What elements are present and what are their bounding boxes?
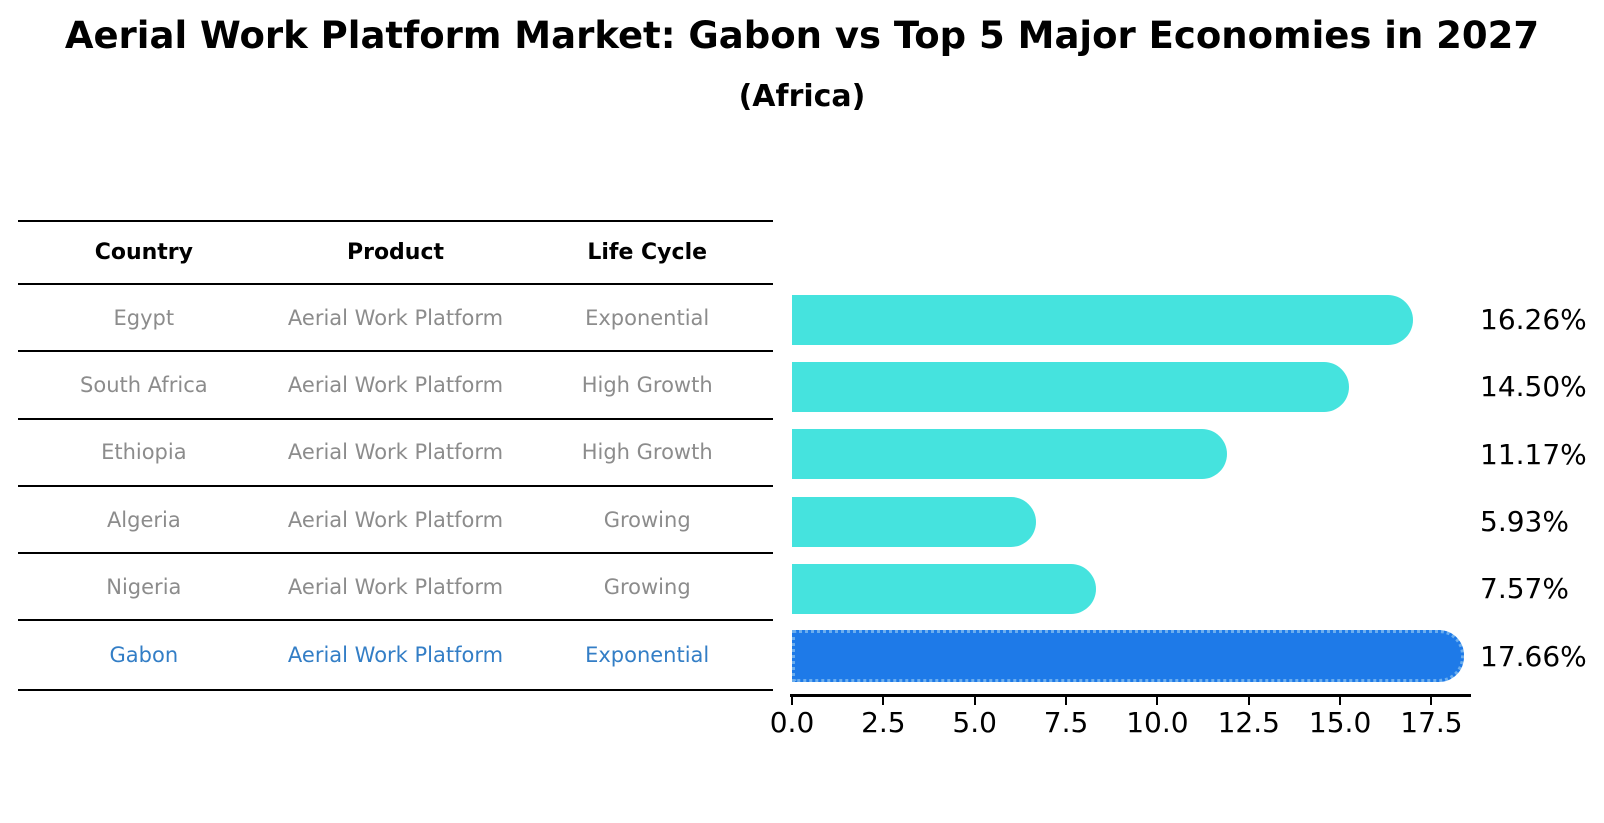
cell-life-cycle: High Growth bbox=[581, 372, 713, 397]
table-row-ethiopia: Ethiopia Aerial Work Platform High Growth bbox=[18, 420, 773, 487]
cell-product: Aerial Work Platform bbox=[287, 372, 504, 397]
bar-row bbox=[792, 488, 1468, 555]
x-tick-mark bbox=[973, 696, 976, 705]
x-tick-mark bbox=[1247, 696, 1250, 705]
cell-country: Gabon bbox=[109, 643, 179, 668]
cell-product: Aerial Work Platform bbox=[287, 574, 504, 599]
cell-product: Aerial Work Platform bbox=[287, 643, 504, 668]
bar-row bbox=[792, 286, 1468, 353]
cell-life-cycle: High Growth bbox=[581, 440, 713, 465]
bar-egypt bbox=[792, 294, 1414, 345]
table-row-south-africa: South Africa Aerial Work Platform High Gro… bbox=[18, 352, 773, 420]
bar-ethiopia bbox=[792, 429, 1228, 480]
cell-country: Ethiopia bbox=[101, 440, 187, 465]
table-row-nigeria: Nigeria Aerial Work Platform Growing bbox=[18, 554, 773, 622]
value-label-algeria: 5.93% bbox=[1480, 505, 1569, 539]
x-axis-line bbox=[790, 694, 1471, 697]
x-tick-label: 17.5 bbox=[1400, 706, 1463, 739]
bar-nigeria bbox=[792, 563, 1096, 614]
value-label-gabon: 17.66% bbox=[1480, 639, 1587, 673]
table-body: Egypt Aerial Work Platform Exponential Sout… bbox=[18, 285, 773, 689]
bar-algeria bbox=[792, 496, 1036, 547]
x-tick-mark bbox=[882, 696, 885, 705]
chart-title: Aerial Work Platform Market: Gabon vs To… bbox=[64, 14, 1540, 57]
cell-country: Algeria bbox=[106, 507, 181, 532]
bar-chart bbox=[792, 286, 1468, 690]
table-header-product: Product bbox=[346, 240, 445, 265]
table-row-egypt: Egypt Aerial Work Platform Exponential bbox=[18, 285, 773, 353]
bar-row bbox=[792, 421, 1468, 488]
x-tick-mark bbox=[1065, 696, 1068, 705]
table-header-country: Country bbox=[94, 240, 193, 265]
value-label-egypt: 16.26% bbox=[1480, 303, 1587, 337]
bar-value-labels: 16.26% 14.50% 11.17% 5.93% 7.57% 17.66% bbox=[1480, 286, 1600, 690]
cell-product: Aerial Work Platform bbox=[287, 440, 504, 465]
value-label-ethiopia: 11.17% bbox=[1480, 437, 1587, 471]
cell-life-cycle: Growing bbox=[603, 574, 691, 599]
cell-country: Nigeria bbox=[106, 574, 182, 599]
x-tick-mark bbox=[1339, 696, 1342, 705]
value-label-south-africa: 14.50% bbox=[1480, 370, 1587, 404]
chart-subtitle: (Africa) bbox=[738, 79, 866, 114]
x-tick-label: 7.5 bbox=[1043, 706, 1089, 739]
x-tick-label: 10.0 bbox=[1126, 706, 1189, 739]
table-row-algeria: Algeria Aerial Work Platform Growing bbox=[18, 487, 773, 555]
x-tick-label: 2.5 bbox=[861, 706, 906, 739]
table-row-gabon: Gabon Aerial Work Platform Exponential bbox=[18, 621, 773, 688]
table-header-life-cycle: Life Cycle bbox=[587, 240, 708, 265]
x-axis-ticks: 0.0 2.5 5.0 7.5 10.0 12.5 15.0 17.5 bbox=[770, 696, 1468, 742]
x-tick-label: 15.0 bbox=[1308, 706, 1372, 739]
cell-country: South Africa bbox=[80, 372, 208, 397]
bar-row bbox=[792, 353, 1468, 420]
x-tick-mark bbox=[1156, 696, 1159, 705]
cell-product: Aerial Work Platform bbox=[287, 305, 504, 330]
comparison-table: Country Product Life Cycle Egypt Aerial W… bbox=[18, 220, 773, 691]
cell-country: Egypt bbox=[113, 305, 175, 330]
value-label-nigeria: 7.57% bbox=[1480, 572, 1569, 606]
table-header-row: Country Product Life Cycle bbox=[18, 222, 773, 285]
bar-row bbox=[792, 555, 1468, 622]
x-tick-label: 12.5 bbox=[1217, 706, 1280, 739]
cell-life-cycle: Growing bbox=[603, 507, 691, 532]
cell-product: Aerial Work Platform bbox=[287, 507, 504, 532]
bar-gabon bbox=[792, 630, 1465, 683]
cell-life-cycle: Exponential bbox=[585, 643, 710, 668]
cell-life-cycle: Exponential bbox=[585, 305, 710, 330]
x-tick-label: 0.0 bbox=[769, 706, 815, 739]
x-tick-mark bbox=[791, 696, 793, 705]
bar-south-africa bbox=[792, 361, 1349, 412]
x-tick-mark bbox=[1430, 696, 1433, 705]
bar-row bbox=[792, 623, 1468, 690]
x-tick-label: 5.0 bbox=[952, 706, 997, 739]
